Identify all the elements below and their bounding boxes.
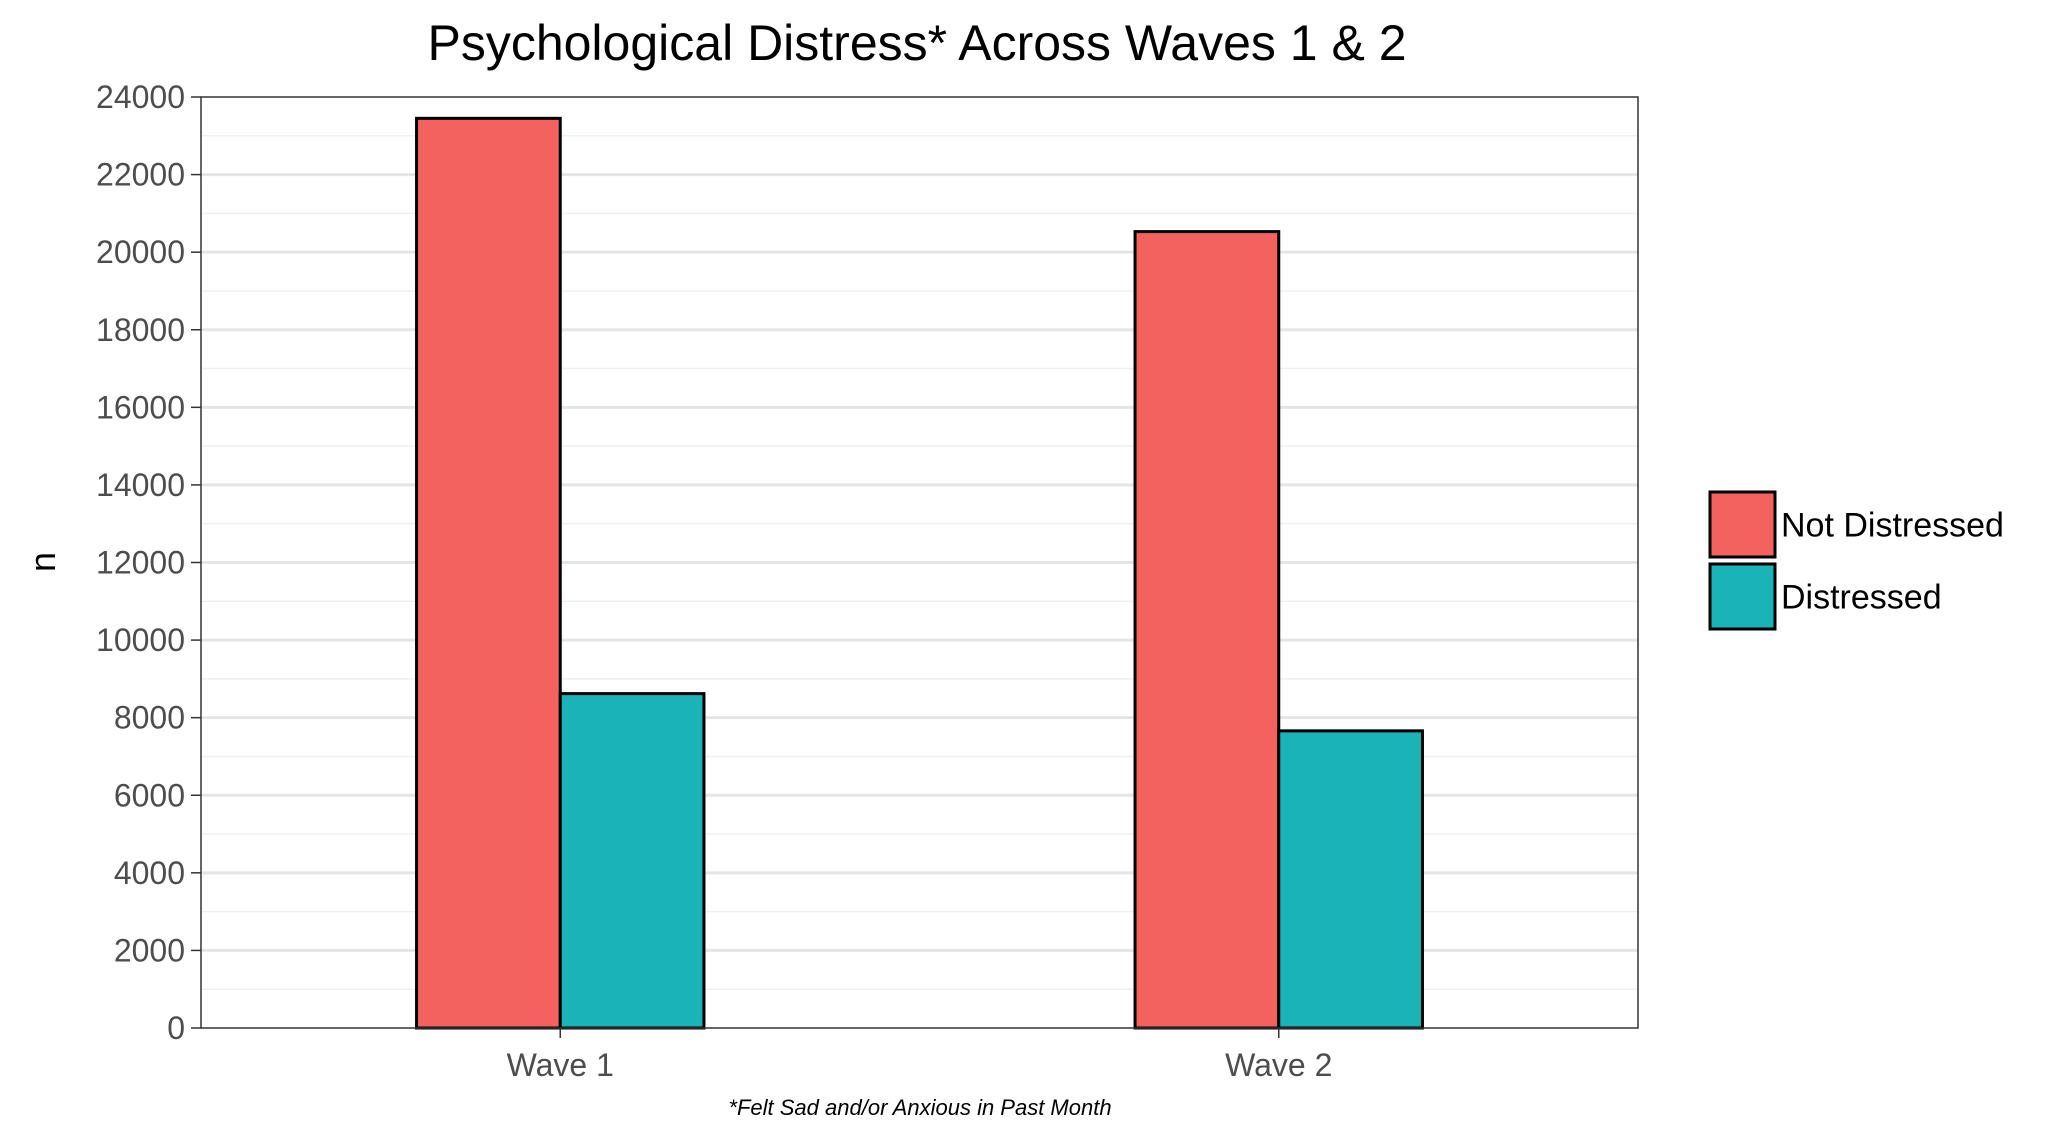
bar-not-distressed-wave-2 bbox=[1133, 230, 1281, 1030]
y-tick-label: 10000 bbox=[96, 622, 185, 658]
bar-distressed-wave-2 bbox=[1277, 729, 1424, 1030]
y-axis: 0 2000 4000 6000 8000 10000 12000 14000 16000 180… bbox=[96, 79, 201, 1046]
bar-distressed-wave-1 bbox=[558, 692, 706, 1030]
legend: Not Distressed Distressed bbox=[1708, 490, 2004, 631]
x-tick-label: Wave 1 bbox=[507, 1047, 614, 1083]
chart-title: Psychological Distress* Across Waves 1 &… bbox=[427, 15, 1406, 71]
y-tick-label: 16000 bbox=[96, 389, 185, 425]
y-tick-label: 12000 bbox=[96, 545, 185, 581]
y-tick-label: 18000 bbox=[96, 312, 185, 348]
bar-not-distressed-wave-1 bbox=[415, 116, 562, 1030]
y-tick-label: 8000 bbox=[114, 700, 185, 736]
bars bbox=[415, 116, 1424, 1030]
y-tick-label: 22000 bbox=[96, 157, 185, 193]
legend-label: Not Distressed bbox=[1781, 507, 2004, 545]
legend-label: Distressed bbox=[1781, 579, 1942, 617]
chart-caption: *Felt Sad and/or Anxious in Past Month bbox=[728, 1095, 1111, 1120]
legend-key-not-distressed bbox=[1708, 490, 1777, 559]
legend-key-distressed bbox=[1708, 562, 1777, 631]
y-tick-label: 20000 bbox=[96, 234, 185, 270]
y-tick-label: 14000 bbox=[96, 467, 185, 503]
y-tick-label: 24000 bbox=[96, 79, 185, 115]
y-tick-label: 2000 bbox=[114, 932, 185, 968]
y-axis-title: n bbox=[22, 552, 63, 572]
y-tick-label: 4000 bbox=[114, 855, 185, 891]
x-tick-label: Wave 2 bbox=[1225, 1047, 1332, 1083]
x-axis: Wave 1 Wave 2 bbox=[507, 1028, 1332, 1083]
y-tick-label: 0 bbox=[167, 1010, 185, 1046]
y-tick-label: 6000 bbox=[114, 777, 185, 813]
